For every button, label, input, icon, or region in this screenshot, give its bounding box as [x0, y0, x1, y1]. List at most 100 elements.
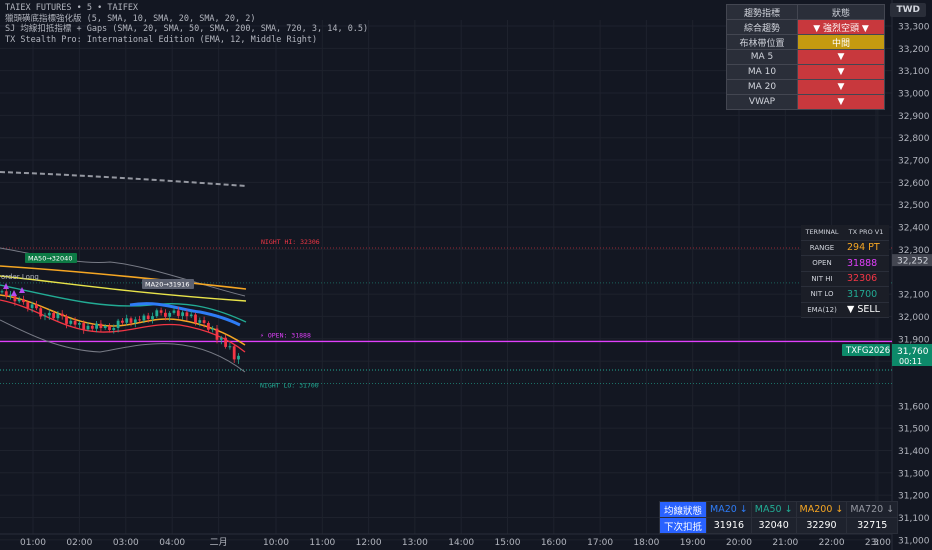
candle-body	[189, 314, 193, 317]
time-axis-label: 22:00	[819, 538, 845, 548]
ma-status-table: 均線狀態 MA20 ↓ MA50 ↓ MA200 ↓ MA720 ↓ 下次扣抵 …	[659, 501, 899, 534]
time-axis-label: 11:00	[309, 538, 335, 548]
ma50-tag-label: MA50→32040	[28, 255, 72, 263]
trend-status: ▼	[797, 49, 885, 65]
signal-marker	[11, 290, 17, 296]
candle-body	[47, 312, 51, 316]
trend-status: ▼	[797, 94, 885, 110]
terminal-key: EMA(12)	[801, 302, 843, 318]
time-axis-label: 14:00	[448, 538, 474, 548]
terminal-row: NIT LO 31700	[801, 286, 889, 303]
ma200-line	[0, 265, 247, 290]
candle-body	[95, 323, 98, 329]
candle-body	[237, 355, 240, 360]
candle-body	[219, 337, 223, 340]
candle-body	[69, 320, 73, 324]
trend-header-indicator: 趨勢指標	[726, 4, 798, 20]
candle-body	[133, 319, 137, 323]
candle-body	[9, 294, 12, 297]
candle-body	[151, 316, 154, 320]
price-axis-label: 33,000	[898, 90, 930, 100]
terminal-value: 31700	[843, 286, 889, 303]
trend-status: ▼	[797, 64, 885, 80]
last-price-badge-box	[892, 344, 932, 366]
terminal-table: TERMINAL TX PRO V1 RANGE 294 PT OPEN 318…	[801, 225, 889, 318]
time-axis-label: 03:00	[113, 538, 139, 548]
candle-body	[155, 310, 159, 317]
terminal-title: TERMINAL	[801, 225, 843, 241]
last-price-label: 31,760	[897, 347, 929, 357]
candle-body	[17, 299, 21, 302]
time-axis-label: 02:00	[66, 538, 92, 548]
terminal-value: ▼ SELL	[843, 302, 889, 318]
candle-body	[60, 313, 64, 317]
candle-body	[159, 310, 163, 313]
candle-body	[39, 308, 43, 317]
indicator-legend-3[interactable]: TX Stealth Pro: International Edition (E…	[5, 34, 318, 45]
trend-status: ▼	[797, 79, 885, 95]
trend-row: MA 20 ▼	[726, 79, 885, 95]
terminal-row: NIT HI 32306	[801, 271, 889, 287]
indicator-legend-2[interactable]: SJ 均線扣抵指標 + Gaps (SMA, 20, SMA, 50, SMA,…	[5, 24, 369, 34]
price-axis-label: 32,500	[898, 201, 930, 211]
trend-table: 趨勢指標 狀態 綜合趨勢 ▼ 強烈空頭 ▼ 布林帶位置 中間 MA 5 ▼ MA…	[726, 4, 885, 110]
price-axis-label: 33,300	[898, 23, 930, 33]
candle-body	[181, 312, 184, 316]
time-axis-label: 10:00	[263, 538, 289, 548]
time-axis-label: 12:00	[356, 538, 382, 548]
time-axis-label: 04:00	[159, 538, 185, 548]
candle-body	[86, 325, 90, 330]
candle-body	[207, 322, 210, 330]
ma50-tag-box	[25, 253, 77, 263]
indicator-legend-1[interactable]: 獵頭磺底指標強化版 (5, SMA, 10, SMA, 20, SMA, 20,…	[5, 13, 256, 24]
ma200-name: MA200 ↓	[795, 501, 848, 518]
ma20-value: 31916	[706, 517, 752, 534]
terminal-value: 32306	[843, 271, 889, 287]
ma20-name: MA20 ↓	[706, 501, 752, 518]
trend-row: 綜合趨勢 ▼ 強烈空頭 ▼	[726, 19, 885, 35]
trend-label: 綜合趨勢	[726, 19, 798, 35]
ma720-line	[0, 171, 247, 187]
price-axis-label: 31,900	[898, 335, 930, 345]
price-badge-box	[892, 254, 932, 267]
time-axis-label: 17:00	[587, 538, 613, 548]
trend-row: VWAP ▼	[726, 94, 885, 110]
ma-status-row: 均線狀態 MA20 ↓ MA50 ↓ MA200 ↓ MA720 ↓	[659, 501, 899, 518]
price-axis-label: 33,100	[898, 67, 930, 77]
time-axis-label: 16:00	[541, 538, 567, 548]
price-axis-label: 33,200	[898, 45, 930, 55]
candle-body	[164, 312, 167, 317]
ma720-value: 32715	[846, 517, 899, 534]
candle-body	[215, 328, 219, 340]
trend-label: MA 20	[726, 79, 798, 95]
candles	[0, 288, 240, 364]
symbol-legend[interactable]: TAIEX FUTURES • 5 • TAIFEX	[5, 3, 139, 13]
price-badge-label: 32,252	[897, 257, 929, 267]
terminal-key: RANGE	[801, 240, 843, 256]
price-axis-label: 31,400	[898, 447, 930, 457]
ma20-tag-label: MA20→31916	[145, 281, 189, 289]
candle-body	[108, 325, 111, 330]
currency-button[interactable]: TWD	[890, 3, 926, 17]
terminal-row: OPEN 31888	[801, 255, 889, 272]
candle-body	[65, 316, 68, 324]
candle-body	[198, 320, 202, 323]
terminal-key: OPEN	[801, 255, 843, 272]
candle-body	[103, 325, 107, 329]
trend-label: MA 10	[726, 64, 798, 80]
price-axis-label: 32,900	[898, 112, 930, 122]
time-axis-label: 13:00	[402, 538, 428, 548]
ma720-name: MA720 ↓	[846, 501, 899, 518]
price-axis-label: 32,100	[898, 291, 930, 301]
ma-deduct-label: 下次扣抵	[659, 517, 707, 534]
candle-body	[4, 291, 8, 297]
candle-body	[211, 328, 215, 330]
ma10-line	[0, 294, 246, 346]
trend-status: 中間	[797, 34, 885, 50]
candle-body	[82, 323, 86, 330]
time-axis-label: 3	[873, 538, 879, 548]
candle-body	[172, 310, 176, 313]
time-axis-label: 20:00	[726, 538, 752, 548]
time-axis-label: 01:00	[20, 538, 46, 548]
